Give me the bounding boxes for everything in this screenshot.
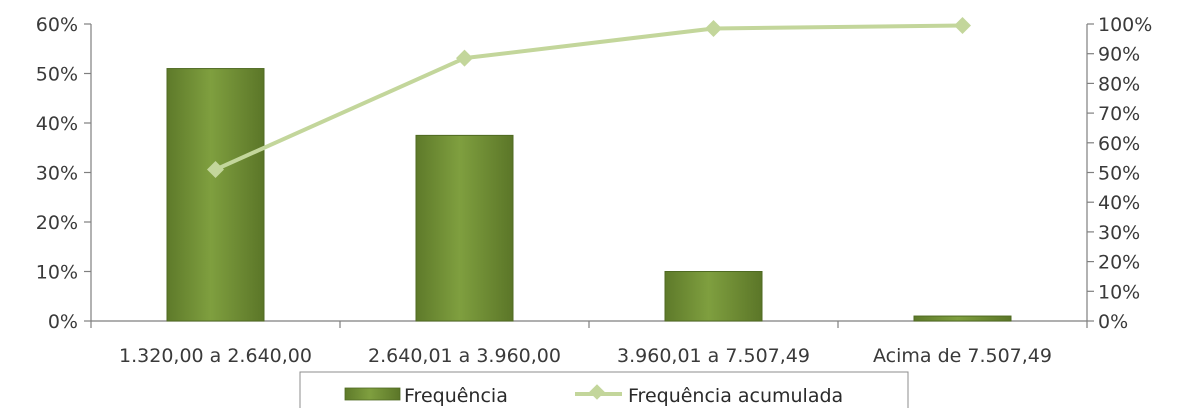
x-tick-label: 1.320,00 a 2.640,00: [119, 345, 312, 367]
right-tick-label: 60%: [1098, 133, 1140, 155]
x-tick-label: 2.640,01 a 3.960,00: [368, 345, 561, 367]
bar: [166, 68, 265, 322]
line-series: [207, 16, 971, 179]
right-tick-label: 40%: [1098, 192, 1140, 214]
left-tick-label: 60%: [36, 14, 78, 36]
right-tick-label: 20%: [1098, 252, 1140, 274]
left-tick-label: 40%: [36, 113, 78, 135]
bar: [913, 315, 1012, 322]
left-tick-label: 20%: [36, 212, 78, 234]
x-tick-label: 3.960,01 a 7.507,49: [617, 345, 810, 367]
bar-series: [166, 68, 1012, 322]
bar: [664, 271, 763, 322]
legend-label-frequencia: Frequência: [404, 385, 508, 407]
legend-bar-swatch: [344, 387, 401, 401]
right-tick-label: 70%: [1098, 103, 1140, 125]
right-tick-label: 90%: [1098, 44, 1140, 66]
bar: [415, 134, 514, 322]
legend-label-frequencia-acumulada: Frequência acumulada: [628, 385, 843, 407]
left-tick-label: 50%: [36, 64, 78, 86]
cumulative-point: [456, 49, 473, 67]
tick-labels: 0% 10% 20% 30% 40% 50% 60% 0% 10% 20% 30% 40% 50% 60%…: [36, 14, 1153, 367]
left-tick-label: 10%: [36, 262, 78, 284]
right-tick-label: 50%: [1098, 163, 1140, 185]
right-tick-label: 0%: [1098, 311, 1128, 333]
cumulative-line: [214, 23, 963, 172]
left-tick-label: 30%: [36, 163, 78, 185]
right-tick-label: 10%: [1098, 281, 1140, 303]
legend: Frequência Frequência acumulada: [299, 371, 909, 408]
legend-box: [299, 371, 909, 408]
cumulative-point: [954, 16, 971, 34]
right-tick-label: 80%: [1098, 73, 1140, 95]
cumulative-point: [705, 19, 722, 37]
cumulative-point: [207, 161, 224, 179]
x-tick-label: Acima de 7.507,49: [873, 345, 1052, 367]
right-tick-label: 100%: [1098, 14, 1152, 36]
left-tick-label: 0%: [48, 311, 78, 333]
right-tick-label: 30%: [1098, 222, 1140, 244]
